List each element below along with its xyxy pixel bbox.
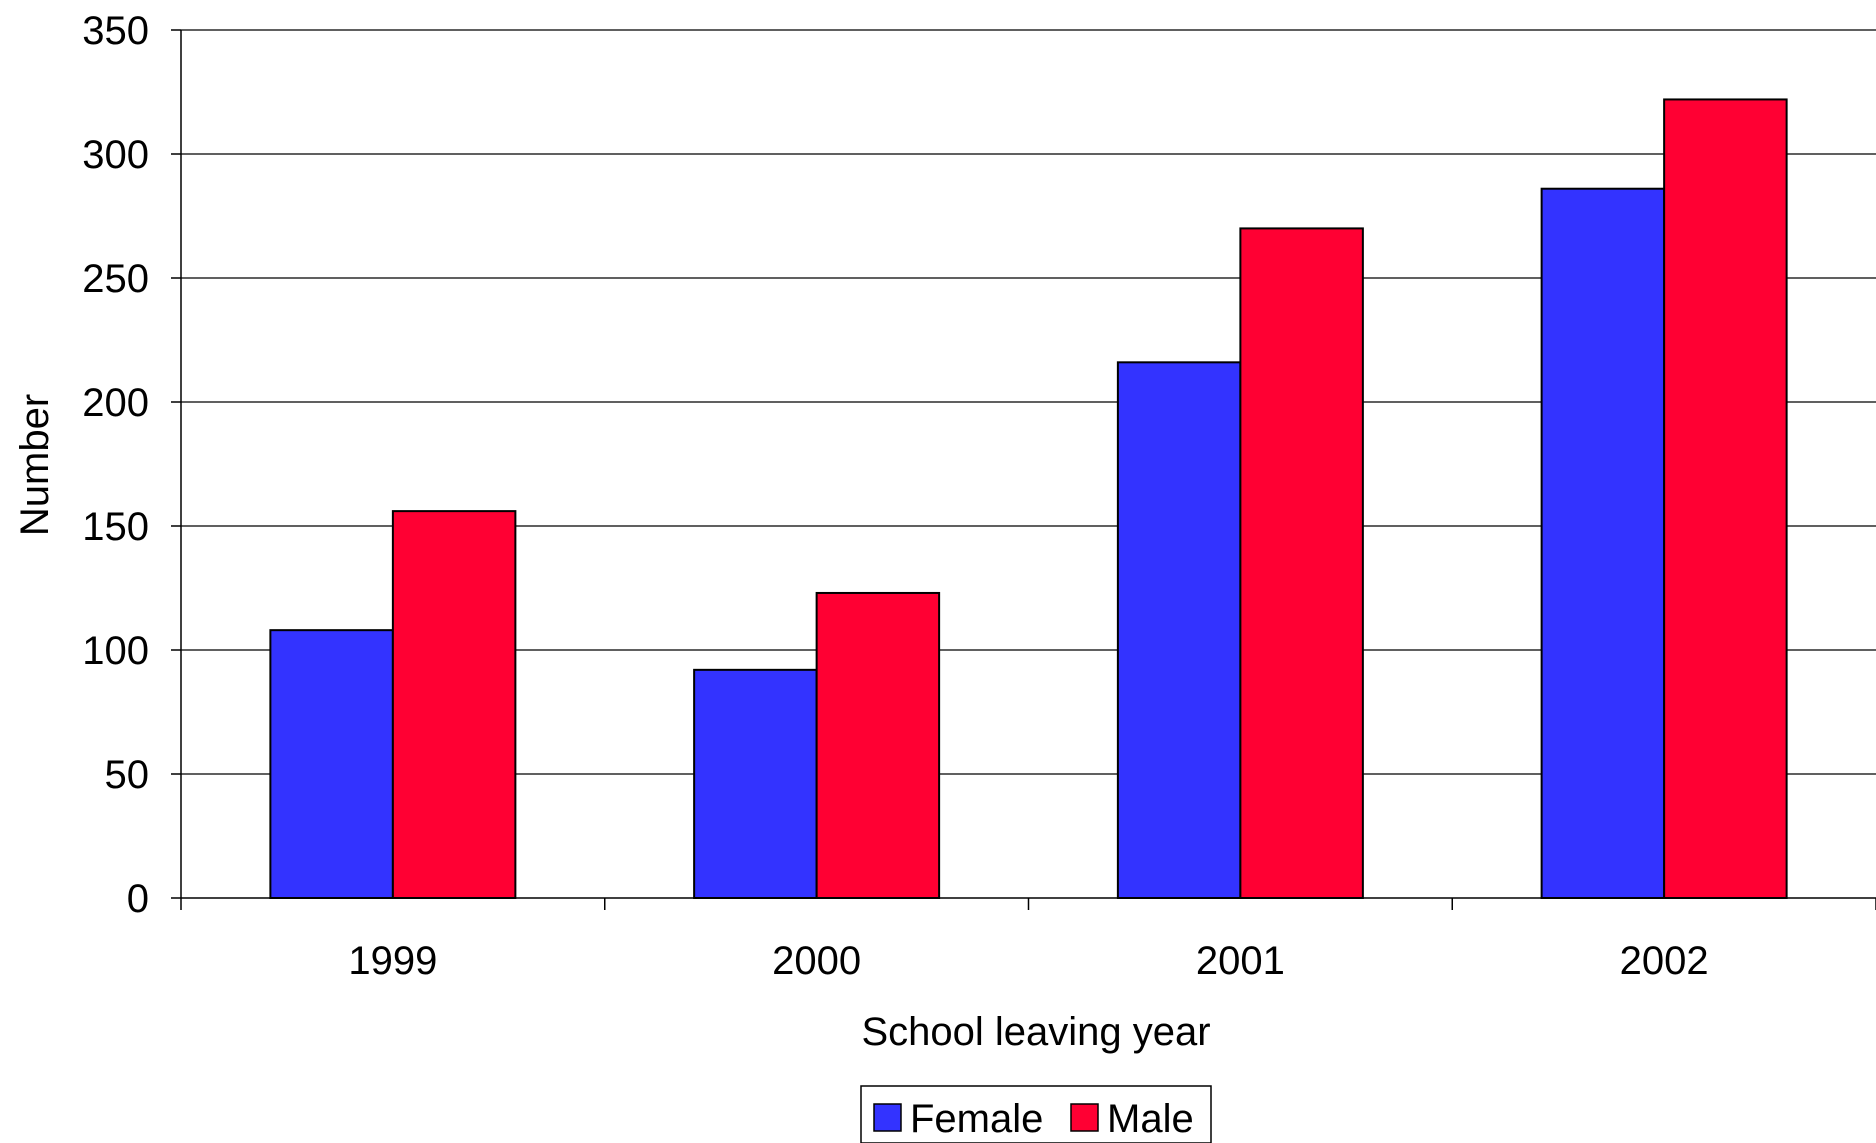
y-tick-label: 250 <box>82 257 149 301</box>
legend-male-swatch <box>1070 1103 1099 1132</box>
y-axis-ticks: 0 50 100 150 200 250 300 350 <box>82 9 181 921</box>
bar-male-2002 <box>1663 98 1788 899</box>
legend-male-label: Male <box>1107 1097 1194 1141</box>
y-tick-label: 50 <box>105 753 150 797</box>
bars <box>269 98 1788 900</box>
bar-male-1999 <box>391 510 517 899</box>
x-axis-ticks: 1999 2000 2001 2002 <box>180 898 1876 983</box>
bar-female-2002 <box>1540 187 1666 900</box>
x-tick-label: 2001 <box>1196 939 1285 983</box>
bar-female-1999 <box>269 629 394 899</box>
legend-female-label: Female <box>910 1097 1043 1141</box>
bar-male-2001 <box>1239 227 1364 899</box>
y-tick-label: 350 <box>82 9 149 53</box>
bar-male-2000 <box>815 591 941 900</box>
y-axis-title: Number <box>13 394 57 536</box>
x-tick-label: 1999 <box>348 939 437 983</box>
bar-female-2001 <box>1116 361 1242 899</box>
legend: Female Male <box>860 1085 1212 1143</box>
y-tick-label: 200 <box>82 381 149 425</box>
legend-box <box>860 1085 1212 1143</box>
bar-female-2000 <box>693 668 818 900</box>
x-axis-title: School leaving year <box>861 1010 1210 1054</box>
x-tick-label: 2002 <box>1620 939 1709 983</box>
y-tick-label: 150 <box>82 505 149 549</box>
y-tick-label: 100 <box>82 629 149 673</box>
y-tick-label: 0 <box>127 877 149 921</box>
legend-female-swatch <box>873 1103 902 1132</box>
y-tick-label: 300 <box>82 133 149 177</box>
x-tick-label: 2000 <box>772 939 861 983</box>
